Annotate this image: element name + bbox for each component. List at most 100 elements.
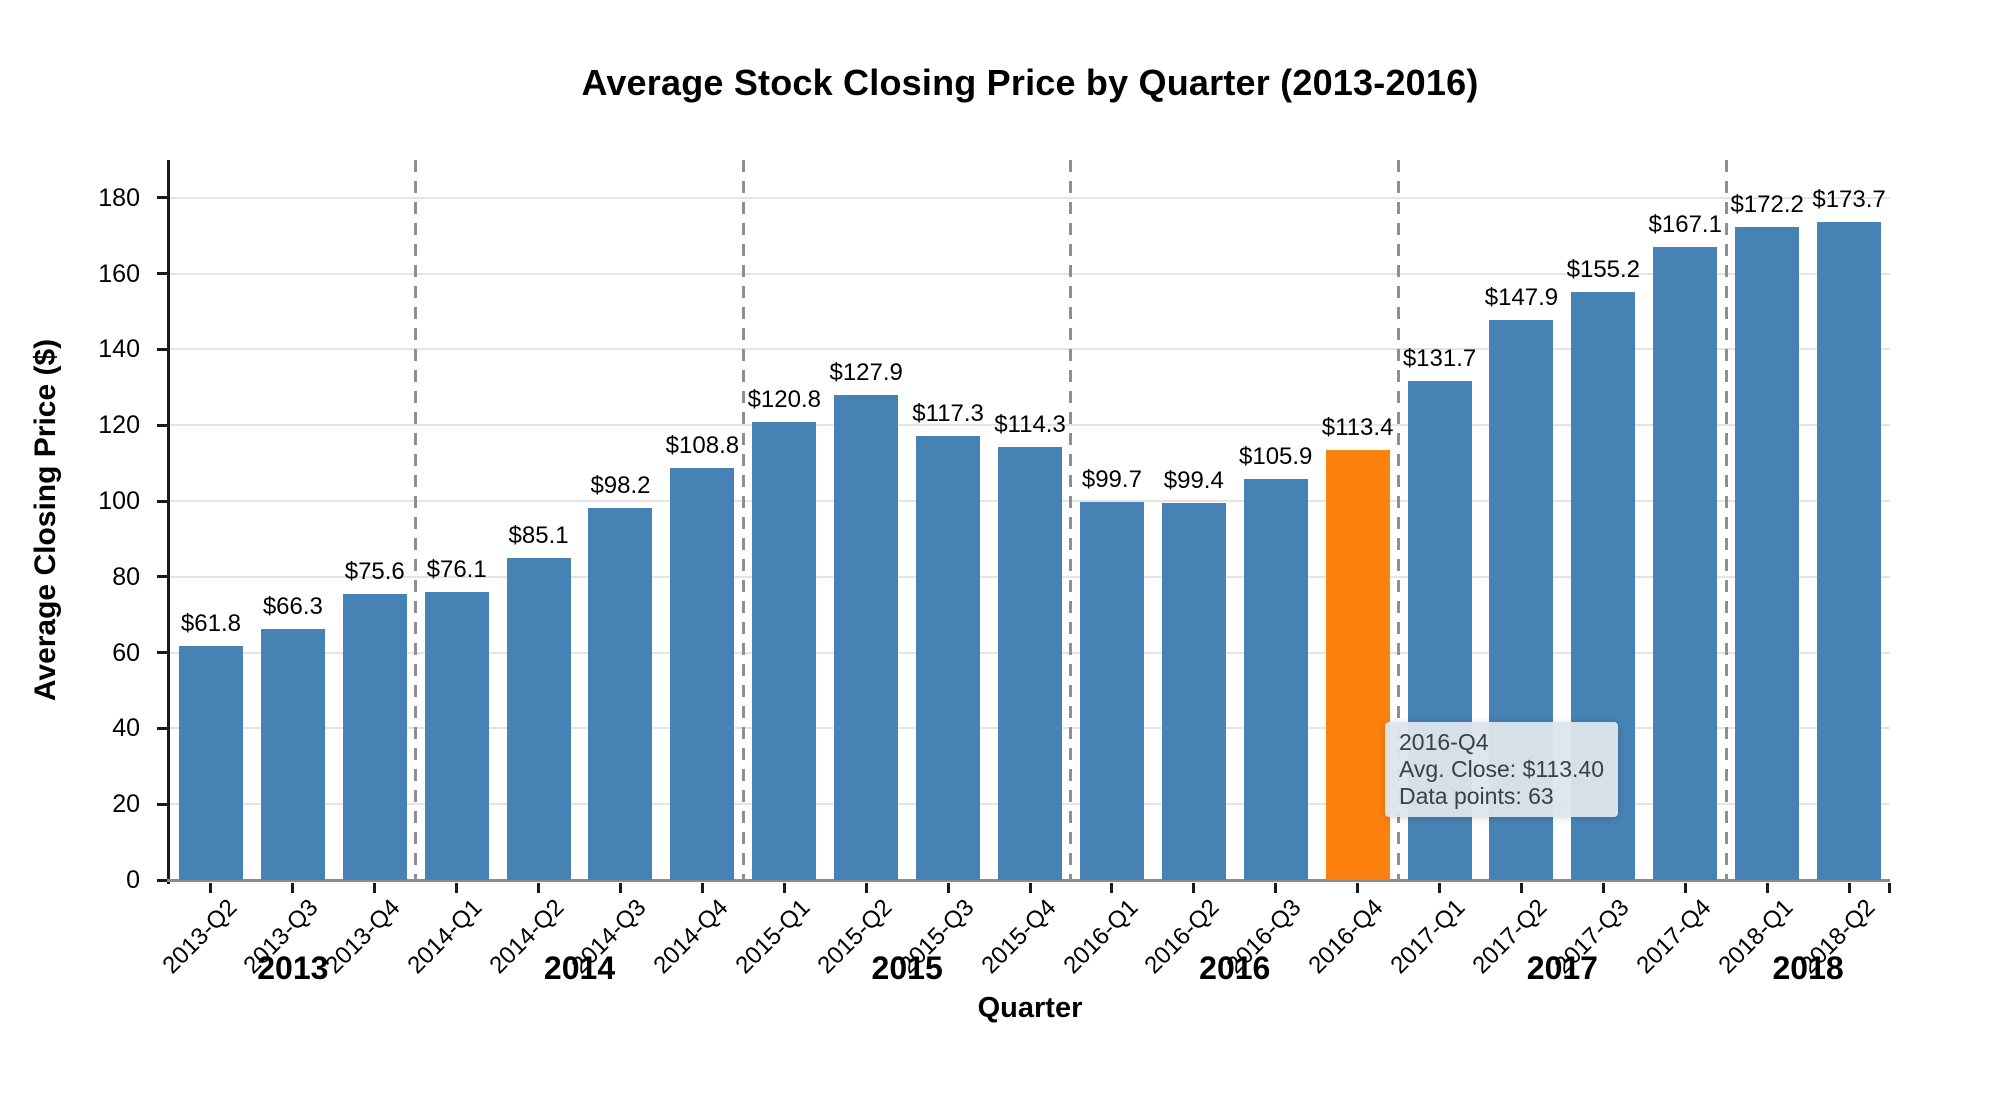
x-tick-mark: [782, 883, 786, 893]
y-tick-label: 140: [98, 335, 140, 364]
x-tick-label: 2014-Q1: [402, 894, 488, 980]
x-tick-label: 2013-Q2: [156, 894, 243, 980]
bar[interactable]: [998, 446, 1062, 880]
bar[interactable]: [1161, 503, 1226, 880]
bar-value-label: $99.4: [1163, 467, 1224, 495]
y-tick-mark: [157, 726, 167, 730]
bar[interactable]: [834, 395, 899, 880]
x-tick-mark: [537, 883, 541, 893]
x-tick-mark: [1110, 883, 1114, 893]
x-tick-label: 2017-Q4: [1631, 894, 1717, 980]
bar[interactable]: [752, 422, 817, 880]
bar-value-label: $76.1: [426, 555, 487, 583]
x-tick-mark: [1274, 883, 1278, 893]
bar[interactable]: [588, 507, 653, 880]
bar[interactable]: [1243, 478, 1308, 880]
tooltip: 2016-Q4 Avg. Close: $113.40 Data points:…: [1385, 722, 1619, 817]
bar[interactable]: [1817, 221, 1882, 880]
x-tick-mark: [1192, 883, 1196, 893]
x-tick-label: 2016-Q1: [1057, 894, 1143, 980]
x-tick-label: 2015-Q1: [730, 894, 816, 980]
bar-value-label: $98.2: [590, 471, 651, 499]
x-tick-mark: [1028, 883, 1032, 893]
y-tick-label: 60: [112, 638, 140, 667]
bar[interactable]: [424, 591, 489, 880]
bar[interactable]: [1079, 502, 1144, 880]
bar[interactable]: [1735, 227, 1800, 880]
tooltip-data-points: Data points: 63: [1399, 783, 1554, 809]
bar-value-label: $167.1: [1648, 210, 1722, 238]
y-tick-label: 40: [112, 714, 140, 743]
tooltip-quarter: 2016-Q4: [1399, 729, 1489, 755]
y-tick-label: 100: [98, 487, 140, 516]
x-tick-mark: [946, 883, 950, 893]
x-tick-label: 2015-Q4: [975, 894, 1062, 980]
bar-value-label: $85.1: [508, 521, 569, 549]
x-tick-mark: [1519, 883, 1523, 893]
bar-value-label: $99.7: [1081, 466, 1142, 494]
plot-area: 0 20 40 60 80 100 120 140 160 180 2013 2014 2015 2016…: [98, 160, 1891, 986]
bar-value-label: $105.9: [1239, 442, 1313, 470]
x-tick-mark: [618, 883, 622, 893]
bar[interactable]: [178, 645, 243, 880]
bar[interactable]: [670, 467, 735, 880]
y-tick-mark: [157, 651, 167, 655]
y-tick-label: 20: [112, 790, 140, 819]
bar[interactable]: [506, 557, 571, 880]
year-label: 2016: [1199, 950, 1271, 986]
year-divider-line: [1724, 160, 1728, 880]
bar-value-label: $120.8: [747, 386, 821, 414]
chart-title: Average Stock Closing Price by Quarter (…: [581, 62, 1479, 103]
x-tick-mark: [1356, 883, 1360, 893]
y-tick-mark: [157, 423, 167, 427]
bar-value-label: $113.4: [1321, 414, 1394, 442]
y-axis-spine: [167, 160, 170, 884]
year-label: 2017: [1526, 950, 1598, 986]
x-tick-mark: [864, 883, 868, 893]
y-tick-label: 80: [112, 562, 140, 591]
x-tick-mark: [373, 883, 377, 893]
bar-value-label: $61.8: [180, 609, 241, 637]
x-tick-mark: [1683, 883, 1687, 893]
x-tick-label: 2017-Q1: [1385, 894, 1471, 980]
x-tick-mark: [209, 883, 213, 893]
bar[interactable]: [342, 593, 407, 880]
x-axis-title: Quarter: [977, 992, 1083, 1024]
y-gridline: [170, 348, 1890, 351]
bar[interactable]: [916, 435, 981, 880]
bar[interactable]: [1653, 246, 1718, 880]
bar-value-label: $66.3: [262, 592, 323, 620]
bar-value-label: $127.9: [829, 359, 903, 387]
x-tick-mark: [1438, 883, 1442, 893]
y-gridline: [170, 272, 1890, 275]
bar[interactable]: [260, 628, 325, 880]
y-tick-label: 120: [98, 411, 140, 440]
x-tick-label: 2016-Q4: [1303, 894, 1389, 980]
x-tick-mark: [700, 883, 704, 893]
y-tick-mark: [157, 499, 167, 503]
x-tick-label: 2014-Q4: [648, 894, 734, 980]
bar-highlighted[interactable]: [1325, 450, 1390, 880]
y-tick-mark: [157, 878, 167, 882]
x-tick-mark: [1765, 883, 1769, 893]
bar-value-label: $117.3: [912, 399, 984, 427]
x-tick-mark: [455, 883, 459, 893]
tooltip-avg-close: Avg. Close: $113.40: [1399, 756, 1605, 782]
bar-value-label: $172.2: [1730, 191, 1804, 219]
year-divider-line: [414, 160, 418, 880]
x-axis-line: [167, 879, 1890, 882]
x-tick-mark: [1847, 883, 1851, 893]
year-label: 2018: [1772, 950, 1844, 986]
year-label: 2015: [871, 950, 943, 986]
y-tick-mark: [157, 802, 167, 806]
y-tick-mark: [157, 196, 167, 200]
year-label: 2013: [257, 950, 329, 986]
x-tick-mark: [1601, 883, 1605, 893]
year-divider-line: [741, 160, 745, 880]
y-tick-label: 160: [98, 259, 140, 288]
year-divider-line: [1397, 160, 1401, 880]
y-tick-label: 180: [98, 183, 140, 212]
bar-value-label: $75.6: [344, 557, 405, 585]
y-gridline: [170, 196, 1890, 199]
